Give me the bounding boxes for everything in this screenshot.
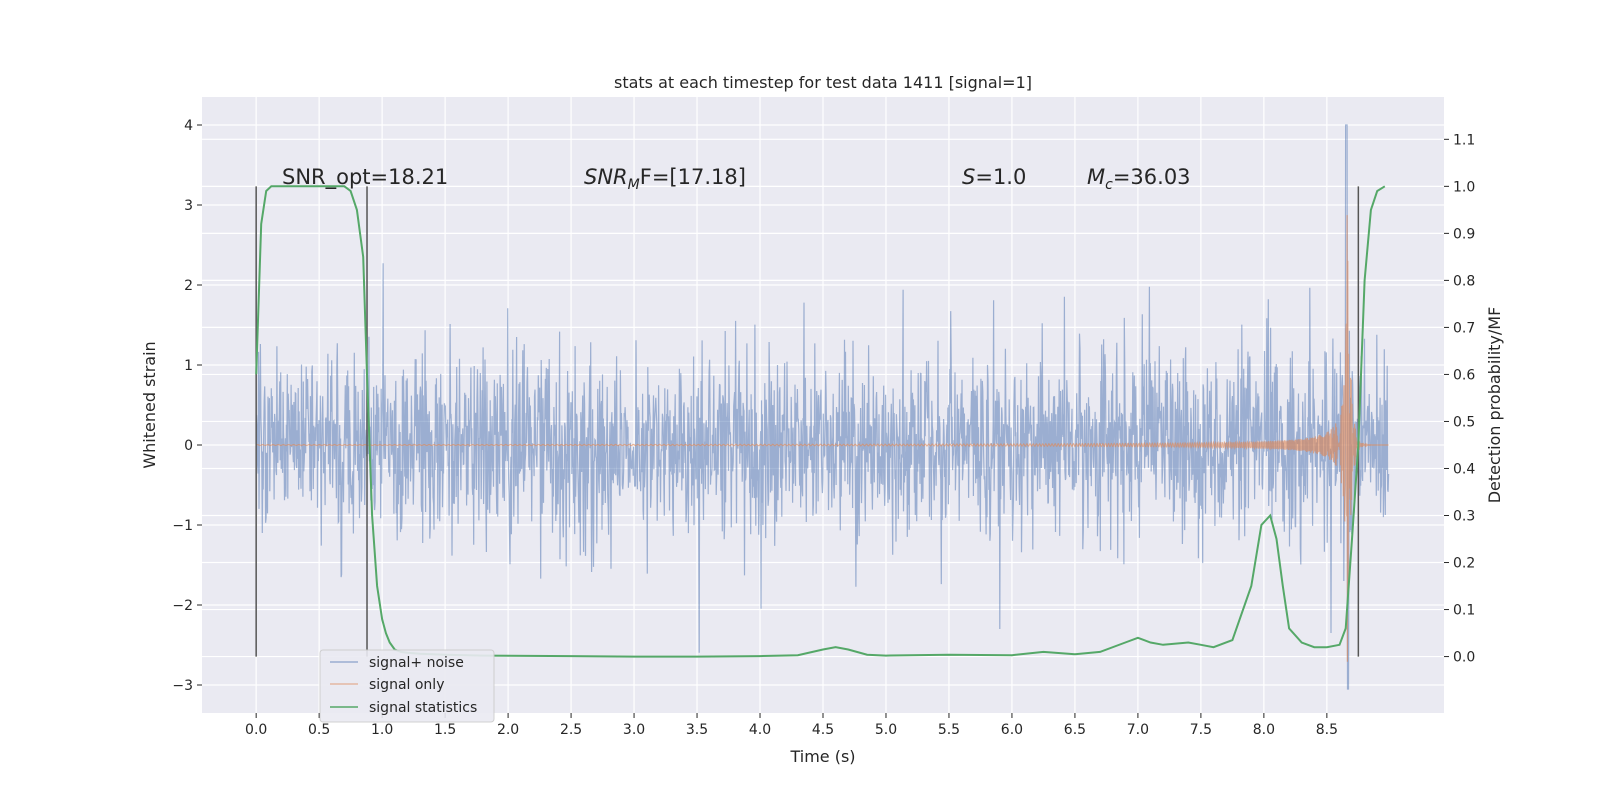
x-axis-ticks: 0.0 0.5 1.0 1.5 2.0 2.5 3.0 3.5 4.0 4.5 5.0 5.5 6.0 6…: [245, 713, 1338, 738]
y2-tick-label-3: 0.8: [1453, 273, 1475, 289]
x-tick-label-14: 7.0: [1127, 722, 1149, 738]
y2-tick-label-1: 1.0: [1453, 179, 1475, 195]
y2-tick-label-10: 0.1: [1453, 603, 1475, 619]
annotation-snr-mf-tail: F=[17.18]: [640, 165, 746, 189]
x-tick-label-3: 1.5: [434, 722, 456, 738]
x-tick-label-16: 8.0: [1253, 722, 1275, 738]
series-signal-only: [255, 215, 1389, 662]
annotation-mc-main: M: [1087, 165, 1105, 189]
legend-label-signal-statistics: signal statistics: [369, 700, 477, 716]
chart-title: stats at each timestep for test data 141…: [614, 73, 1032, 92]
series-signal-statistics: [255, 185, 1386, 658]
y2-tick-label-4: 0.7: [1453, 320, 1475, 336]
y2-axis-label: Detection probability/MF: [1485, 307, 1504, 504]
y2-tick-label-5: 0.6: [1453, 367, 1475, 383]
y-tick-label-0: 4: [184, 118, 193, 134]
y-axis-label: Whitened strain: [140, 341, 159, 468]
y-tick-label-1: 3: [184, 198, 193, 214]
x-tick-label-0: 0.0: [245, 722, 267, 738]
annotation-snr-mf-sub: M: [628, 177, 640, 193]
x-tick-label-13: 6.5: [1064, 722, 1086, 738]
y-tick-label-3: 1: [184, 358, 193, 374]
x-tick-label-9: 4.5: [812, 722, 834, 738]
y-tick-label-5: −1: [172, 518, 193, 534]
annotation-snr-mf: SNRMF=[17.18]: [584, 165, 746, 193]
y2-tick-label-11: 0.0: [1453, 650, 1475, 666]
grid: [202, 97, 1444, 713]
x-tick-label-6: 3.0: [623, 722, 645, 738]
legend: signal+ noise signal only signal statist…: [319, 649, 495, 723]
x-tick-label-17: 8.5: [1316, 722, 1338, 738]
x-tick-label-12: 6.0: [1001, 722, 1023, 738]
noise-trace: [255, 124, 1390, 690]
y2-tick-label-9: 0.2: [1453, 556, 1475, 572]
x-tick-label-7: 3.5: [686, 722, 708, 738]
series-signal-noise: [255, 124, 1390, 690]
annotation-mc: Mc=36.03: [1087, 165, 1191, 193]
y2-axis-ticks: 1.1 1.0 0.9 0.8 0.7 0.6 0.5 0.4 0.3 0.2 0.1 0.0: [1444, 132, 1475, 666]
x-tick-label-11: 5.5: [938, 722, 960, 738]
x-tick-label-8: 4.0: [749, 722, 771, 738]
annotation-s: S=1.0: [962, 165, 1026, 189]
x-tick-label-10: 5.0: [875, 722, 897, 738]
x-tick-label-15: 7.5: [1190, 722, 1212, 738]
x-axis-label: Time (s): [789, 747, 855, 766]
y-axis-ticks: 4 3 2 1 0 −1 −2 −3: [172, 118, 202, 694]
y2-tick-label-6: 0.5: [1453, 414, 1475, 430]
y-tick-label-6: −2: [172, 598, 193, 614]
annotation-mc-tail: =36.03: [1113, 165, 1191, 189]
y2-tick-label-8: 0.3: [1453, 509, 1475, 525]
y2-tick-label-0: 1.1: [1453, 132, 1475, 148]
signal-only-trace: [255, 215, 1389, 662]
statistics-line: [255, 185, 1386, 658]
annotation-snr-mf-main: SNR: [584, 165, 628, 189]
x-tick-label-5: 2.5: [560, 722, 582, 738]
annotation-s-main: S: [962, 165, 975, 189]
annotation-s-tail: =1.0: [975, 165, 1026, 189]
legend-label-signal-only: signal only: [369, 677, 444, 693]
x-tick-label-4: 2.0: [497, 722, 519, 738]
legend-label-signal-noise: signal+ noise: [369, 655, 464, 671]
x-tick-label-1: 0.5: [308, 722, 330, 738]
y2-tick-label-7: 0.4: [1453, 461, 1475, 477]
legend-box: [319, 649, 495, 723]
y2-tick-label-2: 0.9: [1453, 226, 1475, 242]
annotation-mc-sub: c: [1105, 177, 1113, 193]
y-tick-label-7: −3: [172, 678, 193, 694]
annotation-snr-opt: SNR_opt=18.21: [282, 165, 448, 190]
x-tick-label-2: 1.0: [371, 722, 393, 738]
y-tick-label-2: 2: [184, 278, 193, 294]
y-tick-label-4: 0: [184, 438, 193, 454]
